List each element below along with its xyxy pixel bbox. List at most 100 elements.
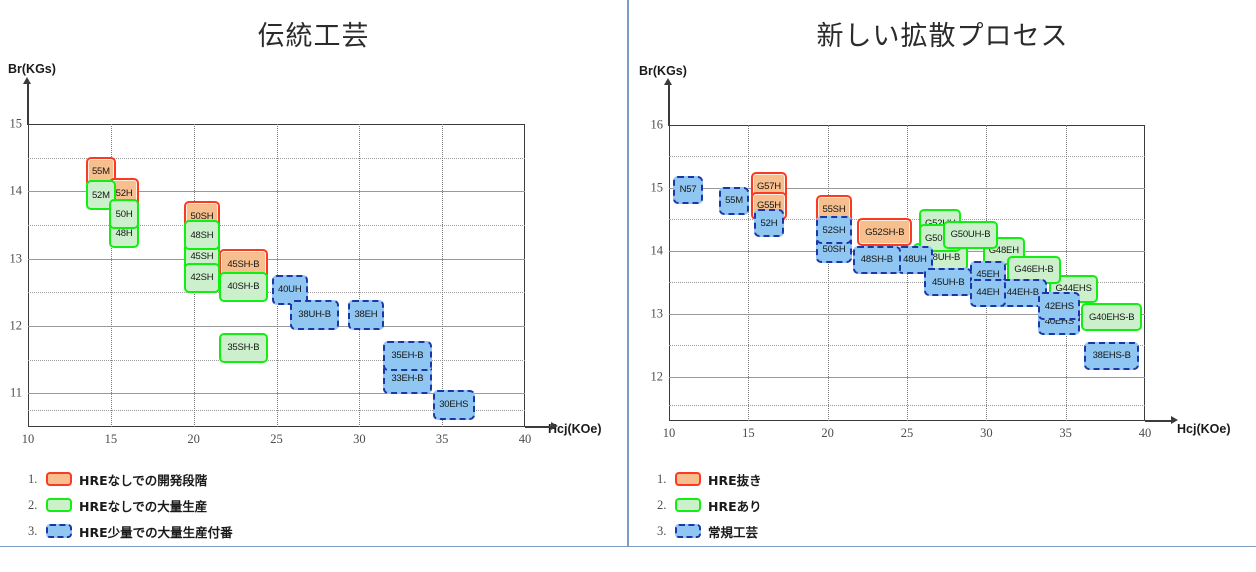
data-point-label: 52H	[115, 187, 133, 199]
data-point-box[interactable]: 50H	[109, 199, 140, 230]
y-axis-tick-label: 12	[9, 318, 23, 333]
data-point-box[interactable]: 45UH-B	[924, 268, 973, 297]
legend-swatch-green-icon	[46, 498, 72, 512]
x-axis-tick-label: 25	[270, 432, 283, 446]
x-axis-tick-label: 20	[821, 426, 834, 440]
x-axis-tick-label: 35	[1059, 426, 1072, 440]
x-axis-tick-label: 10	[662, 426, 676, 440]
y-axis-tick-label: 14	[650, 243, 664, 258]
data-point-label: 52SH	[822, 224, 846, 236]
data-point-label: 55M	[91, 166, 110, 178]
legend-label: HREあり	[708, 498, 762, 514]
legend-item[interactable]: 1. HREなしでの開発段階	[28, 466, 233, 492]
data-point-box[interactable]: 38EH	[348, 299, 384, 330]
data-point-box[interactable]: N57	[673, 175, 704, 204]
legend-item[interactable]: 2. HREなしでの大量生産	[28, 492, 233, 518]
legend-index: 1.	[657, 471, 667, 486]
x-axis-tick-label: 35	[435, 432, 449, 446]
data-point-label: 40SH-B	[227, 281, 260, 293]
data-point-box[interactable]: G40EHS-B	[1081, 303, 1143, 332]
data-point-label: 52M	[91, 189, 110, 201]
y-axis-label-left: Br(KGs)	[8, 62, 56, 76]
data-point-box[interactable]: 48SH	[184, 220, 220, 251]
x-axis-tick-label: 10	[21, 432, 35, 446]
x-axis-arrow-icon	[1171, 416, 1178, 424]
y-axis-tick-label: 12	[650, 369, 664, 384]
y-axis-label-right: Br(KGs)	[639, 64, 687, 78]
data-point-box[interactable]: 52SH	[816, 216, 852, 245]
data-point-label: 48SH	[190, 229, 214, 241]
legend-swatch-orange-icon	[675, 472, 701, 486]
data-point-box[interactable]: 42EHS	[1038, 292, 1081, 321]
data-point-label: 42EHS	[1044, 300, 1074, 312]
data-point-box[interactable]: 48SH-B	[852, 245, 902, 274]
data-point-label: 40UH	[278, 284, 302, 296]
legend-item[interactable]: 2. HREあり	[657, 492, 762, 518]
data-point-label: 38UH-B	[298, 309, 331, 321]
legend-swatch-orange-icon	[46, 472, 72, 486]
legend-item[interactable]: 3. 常規工芸	[657, 518, 762, 544]
data-point-box[interactable]: 38UH-B	[290, 299, 339, 330]
data-point-label: 33EH-B	[391, 373, 424, 385]
data-point-box[interactable]: 35EH-B	[383, 340, 432, 371]
legend-index: 2.	[657, 497, 667, 512]
data-point-label: 45SH-B	[227, 258, 260, 270]
x-axis-line	[525, 426, 551, 428]
x-axis-tick-label: 25	[900, 426, 914, 440]
panel-traditional: 伝統工芸 Br(KGs) Hcj(KOe) 15 14 13 12 11 10 15 20 25…	[0, 0, 628, 547]
legend-label: HREなしでの開発段階	[79, 472, 208, 488]
gridline-vertical	[359, 124, 361, 427]
chart-title-right: 新しい拡散プロセス	[816, 21, 1069, 52]
data-point-box[interactable]: 44EH	[970, 278, 1006, 307]
gridline-vertical	[110, 124, 112, 427]
data-point-box[interactable]: 55M	[719, 186, 750, 215]
data-point-box[interactable]: 52H	[753, 209, 784, 238]
legend-index: 2.	[28, 497, 38, 512]
y-axis-tick-label: 13	[650, 306, 664, 321]
legend-right: 1. HRE抜き 2. HREあり 3. 常規工芸	[657, 466, 762, 544]
data-point-label: 50H	[115, 208, 133, 220]
x-axis-tick-label: 15	[104, 432, 118, 446]
legend-label: HREなしでの大量生産	[79, 498, 208, 514]
data-point-label: 50SH	[822, 243, 846, 255]
x-axis-tick-label: 40	[1138, 426, 1152, 440]
panel-new-diffusion: 新しい拡散プロセス Br(KGs) Hcj(KOe) 16 15 14 13 12 10 1…	[628, 0, 1256, 547]
y-axis-arrow-icon	[664, 78, 672, 85]
x-axis-line	[1145, 420, 1171, 422]
data-point-box[interactable]: 38EHS-B	[1084, 341, 1140, 370]
legend-left: 1. HREなしでの開発段階 2. HREなしでの大量生産 3. HRE少量での大量生産付…	[28, 466, 233, 544]
x-axis-tick-label: 30	[980, 426, 993, 440]
chart-title-left: 伝統工芸	[257, 21, 370, 52]
y-axis-tick-label: 15	[9, 116, 23, 131]
plot-area-left: 15 14 13 12 11 10 15 20 25 30 35 40 55M 52H 50SH 45SH-B…	[10, 77, 558, 446]
x-axis-label-left: Hcj(KOe)	[548, 422, 602, 436]
y-axis-tick-label: 11	[9, 385, 22, 400]
data-point-label: G57H	[756, 180, 781, 192]
legend-index: 1.	[28, 471, 38, 486]
data-point-label: 48UH	[903, 254, 927, 266]
gridline-vertical	[748, 125, 750, 421]
data-point-box[interactable]: G50UH-B	[943, 220, 998, 249]
data-point-box[interactable]: 35SH-B	[219, 332, 268, 363]
data-point-box[interactable]: G52SH-B	[857, 218, 913, 247]
x-axis-arrow-icon	[551, 422, 558, 430]
data-point-label: 45SH	[190, 251, 214, 263]
x-axis-tick-label: 20	[187, 432, 200, 446]
legend-swatch-blue-icon	[46, 524, 72, 538]
data-point-box[interactable]: 30EHS	[432, 389, 475, 420]
legend-item[interactable]: 3. HRE少量での大量生産付番	[28, 518, 233, 544]
x-axis-tick-label: 15	[742, 426, 755, 440]
data-point-label: 48SH-B	[860, 254, 893, 266]
data-point-label: 38EH	[354, 309, 378, 321]
data-point-box[interactable]: 42SH	[184, 262, 220, 293]
data-point-label: 55M	[725, 195, 743, 207]
legend-item[interactable]: 1. HRE抜き	[657, 466, 762, 492]
y-axis-tick-label: 15	[650, 180, 664, 195]
gridline-vertical	[442, 124, 444, 427]
data-point-box[interactable]: 40SH-B	[219, 271, 268, 302]
legend-label: HRE抜き	[708, 472, 762, 488]
plot-area-right: 16 15 14 13 12 10 15 20 25 30 35 40 G57H G55H G52SH-B 5…	[651, 78, 1178, 440]
data-point-label: 35EH-B	[391, 350, 424, 362]
data-point-label: 45UH-B	[931, 276, 965, 288]
